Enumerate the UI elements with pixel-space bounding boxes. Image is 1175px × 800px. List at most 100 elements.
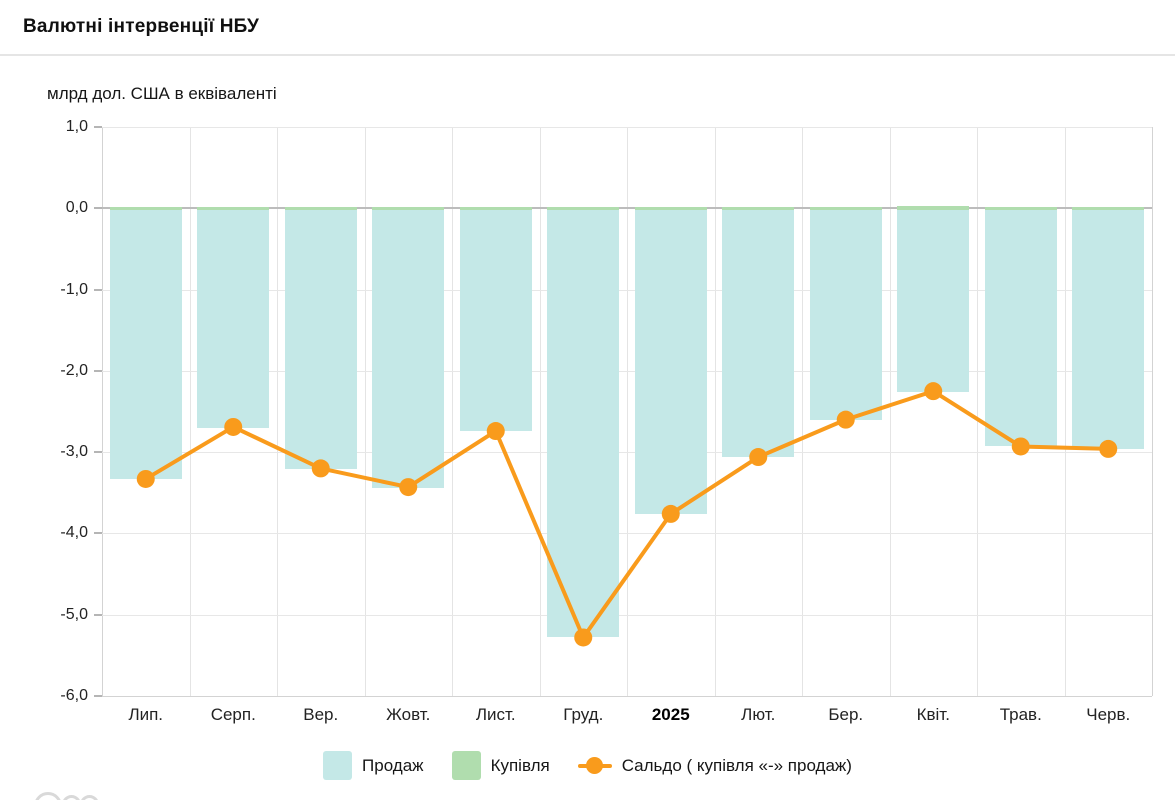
plot-left-border <box>102 127 103 696</box>
h-gridline <box>102 370 1152 372</box>
bar-purchase[interactable] <box>197 207 270 211</box>
y-axis-label: -4,0 <box>60 524 88 542</box>
h-gridline <box>102 127 1152 128</box>
h-gridline <box>102 533 1152 535</box>
bar-purchase[interactable] <box>284 207 357 211</box>
bar-sales[interactable] <box>547 208 620 638</box>
page-title: Валютні інтервенції НБУ <box>23 16 260 37</box>
v-gridline <box>802 127 803 696</box>
legend-saldo-dot <box>585 756 603 774</box>
v-gridline <box>977 127 978 696</box>
y-axis-label: 1,0 <box>65 118 88 135</box>
legend-label-purchase: Купівля <box>490 755 550 775</box>
saldo-point[interactable] <box>136 469 155 488</box>
saldo-point[interactable] <box>836 410 855 429</box>
bar-sales[interactable] <box>459 208 532 431</box>
saldo-point[interactable] <box>749 448 768 467</box>
x-axis-label: Лист. <box>475 705 516 724</box>
x-axis-label: Черв. <box>1086 705 1131 724</box>
bar-sales[interactable] <box>809 208 882 421</box>
saldo-point[interactable] <box>1099 439 1118 458</box>
bar-sales[interactable] <box>284 208 357 470</box>
bar-sales[interactable] <box>372 208 445 488</box>
y-axis-tick <box>94 613 102 616</box>
bar-purchase[interactable] <box>372 207 445 211</box>
x-axis-label: Бер. <box>828 705 864 724</box>
bar-purchase[interactable] <box>634 207 707 211</box>
y-axis-tick <box>94 288 102 291</box>
h-gridline <box>102 696 1152 697</box>
legend-item-purchase[interactable]: Купівля <box>451 751 550 780</box>
h-gridline <box>102 452 1152 454</box>
bar-sales[interactable] <box>109 208 182 479</box>
bar-sales[interactable] <box>722 208 795 457</box>
x-axis-label: Лют. <box>741 705 776 724</box>
x-axis-label: Жовт. <box>386 705 431 724</box>
y-axis-label: 0,0 <box>65 199 88 217</box>
chart-header: Валютні інтервенції НБУ <box>0 0 1175 56</box>
legend-item-saldo[interactable]: Сальдо ( купівля «-» продаж) <box>577 755 852 776</box>
bar-sales[interactable] <box>197 208 270 428</box>
x-axis-label: Вер. <box>303 705 339 724</box>
y-axis-label: -6,0 <box>60 687 88 704</box>
v-gridline <box>452 127 453 696</box>
v-gridline <box>539 127 541 696</box>
bar-sales[interactable] <box>897 208 970 392</box>
v-gridline <box>714 127 716 696</box>
watermark-logo <box>34 791 104 800</box>
h-gridline <box>102 289 1152 291</box>
x-axis-label: Трав. <box>999 705 1042 724</box>
saldo-point[interactable] <box>399 478 418 497</box>
bar-purchase[interactable] <box>109 207 182 211</box>
legend-swatch-purchase <box>451 751 481 780</box>
y-axis-label: -1,0 <box>60 280 88 298</box>
zero-line <box>102 207 1152 210</box>
v-gridline <box>277 127 278 696</box>
bar-purchase[interactable] <box>1072 207 1145 211</box>
y-axis-label: -5,0 <box>60 605 88 623</box>
v-gridline <box>364 127 366 696</box>
legend-saldo-marker-icon <box>577 756 612 775</box>
saldo-point[interactable] <box>1011 437 1030 456</box>
saldo-point[interactable] <box>574 628 593 647</box>
x-axis-label: Лип. <box>128 705 164 724</box>
y-axis-tick <box>94 451 102 454</box>
saldo-point[interactable] <box>486 422 505 441</box>
y-axis-label: -2,0 <box>60 361 88 379</box>
legend-item-sales[interactable]: Продаж <box>323 751 424 780</box>
bar-purchase[interactable] <box>897 205 970 211</box>
saldo-point[interactable] <box>311 459 330 478</box>
y-axis-unit-label: млрд дол. США в еквіваленті <box>47 84 277 103</box>
saldo-point[interactable] <box>661 504 680 523</box>
bar-purchase[interactable] <box>809 207 882 211</box>
bar-purchase[interactable] <box>984 207 1057 211</box>
y-axis-tick <box>94 532 102 535</box>
y-axis-tick <box>94 695 102 697</box>
x-axis-label: 2025 <box>651 705 690 724</box>
bar-purchase[interactable] <box>459 207 532 211</box>
legend-label-saldo: Сальдо ( купівля «-» продаж) <box>621 755 852 775</box>
v-gridline <box>627 127 628 696</box>
saldo-point[interactable] <box>224 417 243 436</box>
saldo-line <box>144 389 1109 640</box>
v-gridline <box>889 127 891 696</box>
saldo-point[interactable] <box>924 382 943 401</box>
y-axis-tick <box>94 207 102 210</box>
legend-swatch-sales <box>323 751 353 780</box>
bar-sales[interactable] <box>634 208 707 514</box>
bar-purchase[interactable] <box>547 207 620 211</box>
x-axis-label: Квіт. <box>916 705 950 724</box>
h-gridline <box>102 614 1152 616</box>
x-axis-label: Серп. <box>210 705 256 724</box>
y-axis-tick <box>94 369 102 372</box>
y-axis-tick <box>94 126 102 128</box>
x-axis-label: Груд. <box>563 705 604 724</box>
plot-right-border <box>1152 127 1153 696</box>
legend-label-sales: Продаж <box>362 755 424 775</box>
bar-purchase[interactable] <box>722 207 795 211</box>
bar-sales[interactable] <box>984 208 1057 447</box>
bar-sales[interactable] <box>1072 208 1145 449</box>
